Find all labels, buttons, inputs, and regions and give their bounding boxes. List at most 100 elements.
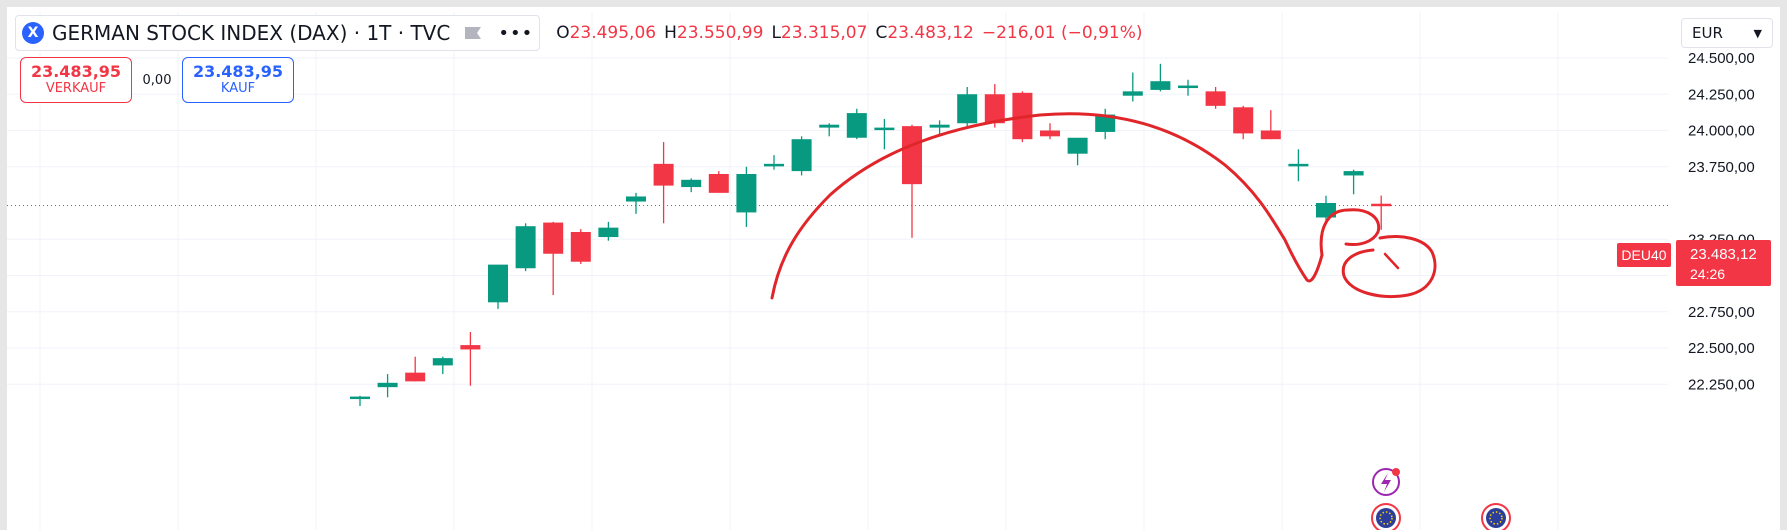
candle (543, 221, 564, 296)
candle-body (681, 179, 702, 188)
candle-body (819, 124, 840, 128)
buy-price: 23.483,95 (192, 62, 284, 81)
candle (1095, 108, 1116, 140)
candle-body (764, 163, 784, 167)
candle-body (846, 113, 867, 138)
candle (1316, 195, 1336, 224)
ohlc-values: O 23.495,06 H 23.550,99 L 23.315,07 C 23… (556, 23, 1150, 43)
candles (350, 63, 1392, 406)
window-frame-top (0, 0, 1787, 7)
candle (377, 374, 398, 398)
symbol-title: GERMAN STOCK INDEX (DAX) · 1T · TVC (52, 21, 451, 45)
trade-panel: 23.483,95 VERKAUF 0,00 23.483,95 KAUF (20, 57, 294, 103)
candle (902, 124, 922, 238)
candle (405, 356, 426, 382)
window-frame-left (0, 0, 7, 530)
candle-body (957, 94, 978, 124)
y-axis-label: 24.000,00 (1688, 123, 1755, 140)
lightning-event-icon[interactable] (1372, 468, 1400, 496)
candle-body (1233, 107, 1254, 134)
candle (1260, 110, 1281, 140)
candle-body (929, 124, 950, 128)
candle (1233, 105, 1254, 140)
candle-body (1205, 91, 1226, 106)
sell-price: 23.483,95 (30, 62, 122, 81)
candle (488, 264, 508, 309)
candle-body (1122, 91, 1143, 96)
candle (708, 171, 729, 193)
candle-body (1316, 203, 1336, 218)
candle (764, 155, 784, 170)
candle (460, 332, 481, 386)
candle (819, 123, 840, 137)
candle (515, 223, 536, 272)
open-value: 23.495,06 (569, 23, 657, 43)
more-options-icon[interactable]: ••• (498, 22, 534, 44)
candle-body (1040, 130, 1060, 137)
candle-body (488, 264, 508, 303)
candle-body (405, 372, 426, 382)
candle-body (377, 382, 398, 388)
y-axis-label: 24.500,00 (1688, 50, 1755, 67)
badge-countdown: 24:26 (1690, 266, 1725, 282)
change-value: −216,01 (−0,91%) (981, 23, 1143, 43)
candle-body (791, 139, 812, 172)
close-label: C (875, 23, 888, 43)
high-value: 23.550,99 (676, 23, 764, 43)
candle-body (626, 196, 646, 202)
candle (1067, 137, 1088, 166)
y-axis-label: 22.750,00 (1688, 304, 1755, 321)
candle-body (1095, 114, 1116, 132)
candle-body (984, 94, 1005, 124)
candle-body (1178, 85, 1198, 89)
candle-body (460, 345, 481, 350)
y-axis-label: 24.250,00 (1688, 86, 1755, 103)
close-value: 23.483,12 (887, 23, 974, 43)
price-axis: 24.500,0024.250,0024.000,0023.750,0023.2… (1688, 50, 1755, 393)
candle-body (736, 174, 757, 213)
sell-label: VERKAUF (45, 81, 107, 96)
candle (957, 87, 978, 128)
candle-body (515, 226, 536, 269)
candle (626, 192, 646, 214)
symbol-selector[interactable]: X GERMAN STOCK INDEX (DAX) · 1T · TVC ••… (15, 15, 541, 51)
candle (570, 229, 591, 264)
buy-button[interactable]: 23.483,95 KAUF (182, 57, 294, 103)
price-grid (7, 12, 1668, 530)
symbol-price-badge: DEU40 (1617, 243, 1671, 267)
annotation-tick-mark (1383, 252, 1400, 270)
candle (846, 108, 867, 140)
y-axis-label: 23.750,00 (1688, 159, 1755, 176)
candle-body (543, 222, 564, 254)
candle-body (1371, 203, 1392, 207)
window-frame-right (1780, 0, 1787, 530)
y-axis-label: 22.250,00 (1688, 376, 1755, 393)
candle (1040, 123, 1060, 140)
candle (350, 395, 370, 406)
currency-value: EUR (1692, 24, 1723, 42)
y-axis-label: 22.500,00 (1688, 340, 1755, 357)
low-label: L (771, 23, 781, 43)
candle-body (874, 127, 895, 131)
candle (791, 136, 812, 176)
candle-body (1288, 163, 1309, 167)
candle-body (432, 358, 453, 366)
last-price-badge: 23.483,12 24:26 (1676, 240, 1771, 286)
currency-dropdown[interactable]: EUR ▼ (1681, 18, 1773, 48)
candle (681, 178, 702, 193)
high-label: H (664, 23, 677, 43)
candle (1178, 79, 1198, 96)
candle-body (708, 174, 729, 193)
sell-button[interactable]: 23.483,95 VERKAUF (20, 57, 132, 103)
eu-flag-event-icon-2[interactable] (1481, 503, 1511, 530)
badge-symbol: DEU40 (1621, 247, 1666, 263)
annotation-small-circle (1319, 208, 1381, 257)
candle (653, 142, 674, 224)
candle (432, 356, 453, 375)
candle (736, 166, 757, 227)
open-label: O (556, 23, 570, 43)
flag-icon[interactable] (464, 26, 482, 40)
eu-flag-event-icon[interactable] (1371, 503, 1401, 530)
low-value: 23.315,07 (780, 23, 868, 43)
